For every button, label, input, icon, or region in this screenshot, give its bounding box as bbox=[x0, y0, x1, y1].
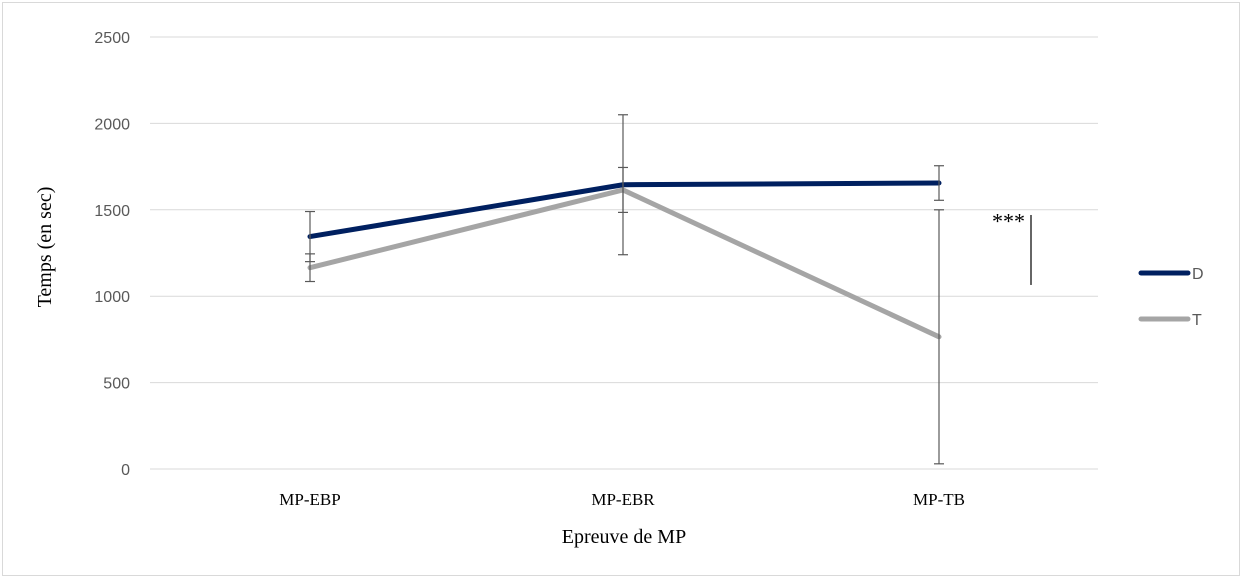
legend-label-d: D bbox=[1192, 266, 1204, 283]
annotations: *** bbox=[992, 208, 1032, 285]
x-tick-labels: MP-EBP MP-EBR MP-TB bbox=[279, 490, 965, 509]
y-tick-label: 0 bbox=[121, 462, 130, 479]
x-tick-label: MP-TB bbox=[913, 490, 965, 509]
y-tick-label: 1000 bbox=[94, 289, 130, 306]
y-tick-label: 1500 bbox=[94, 203, 130, 220]
x-tick-label: MP-EBR bbox=[591, 490, 655, 509]
x-axis-title: Epreuve de MP bbox=[562, 526, 686, 548]
legend: DT bbox=[1138, 266, 1204, 329]
x-tick-label: MP-EBP bbox=[279, 490, 340, 509]
series-lines bbox=[307, 180, 942, 340]
y-tick-labels: 0 500 1000 1500 2000 2500 bbox=[94, 30, 130, 479]
y-tick-label: 500 bbox=[103, 376, 130, 393]
gridlines bbox=[150, 36, 1098, 470]
line-chart: 0 500 1000 1500 2000 2500 MP-EBP MP-EBR MP-TB *… bbox=[34, 30, 1204, 548]
error-bars bbox=[305, 114, 944, 465]
y-tick-label: 2000 bbox=[94, 116, 130, 133]
y-tick-label: 2500 bbox=[94, 30, 130, 47]
legend-label-t: T bbox=[1192, 312, 1202, 329]
significance-marker: *** bbox=[992, 208, 1025, 233]
y-axis-title: Temps (en sec) bbox=[34, 187, 56, 308]
